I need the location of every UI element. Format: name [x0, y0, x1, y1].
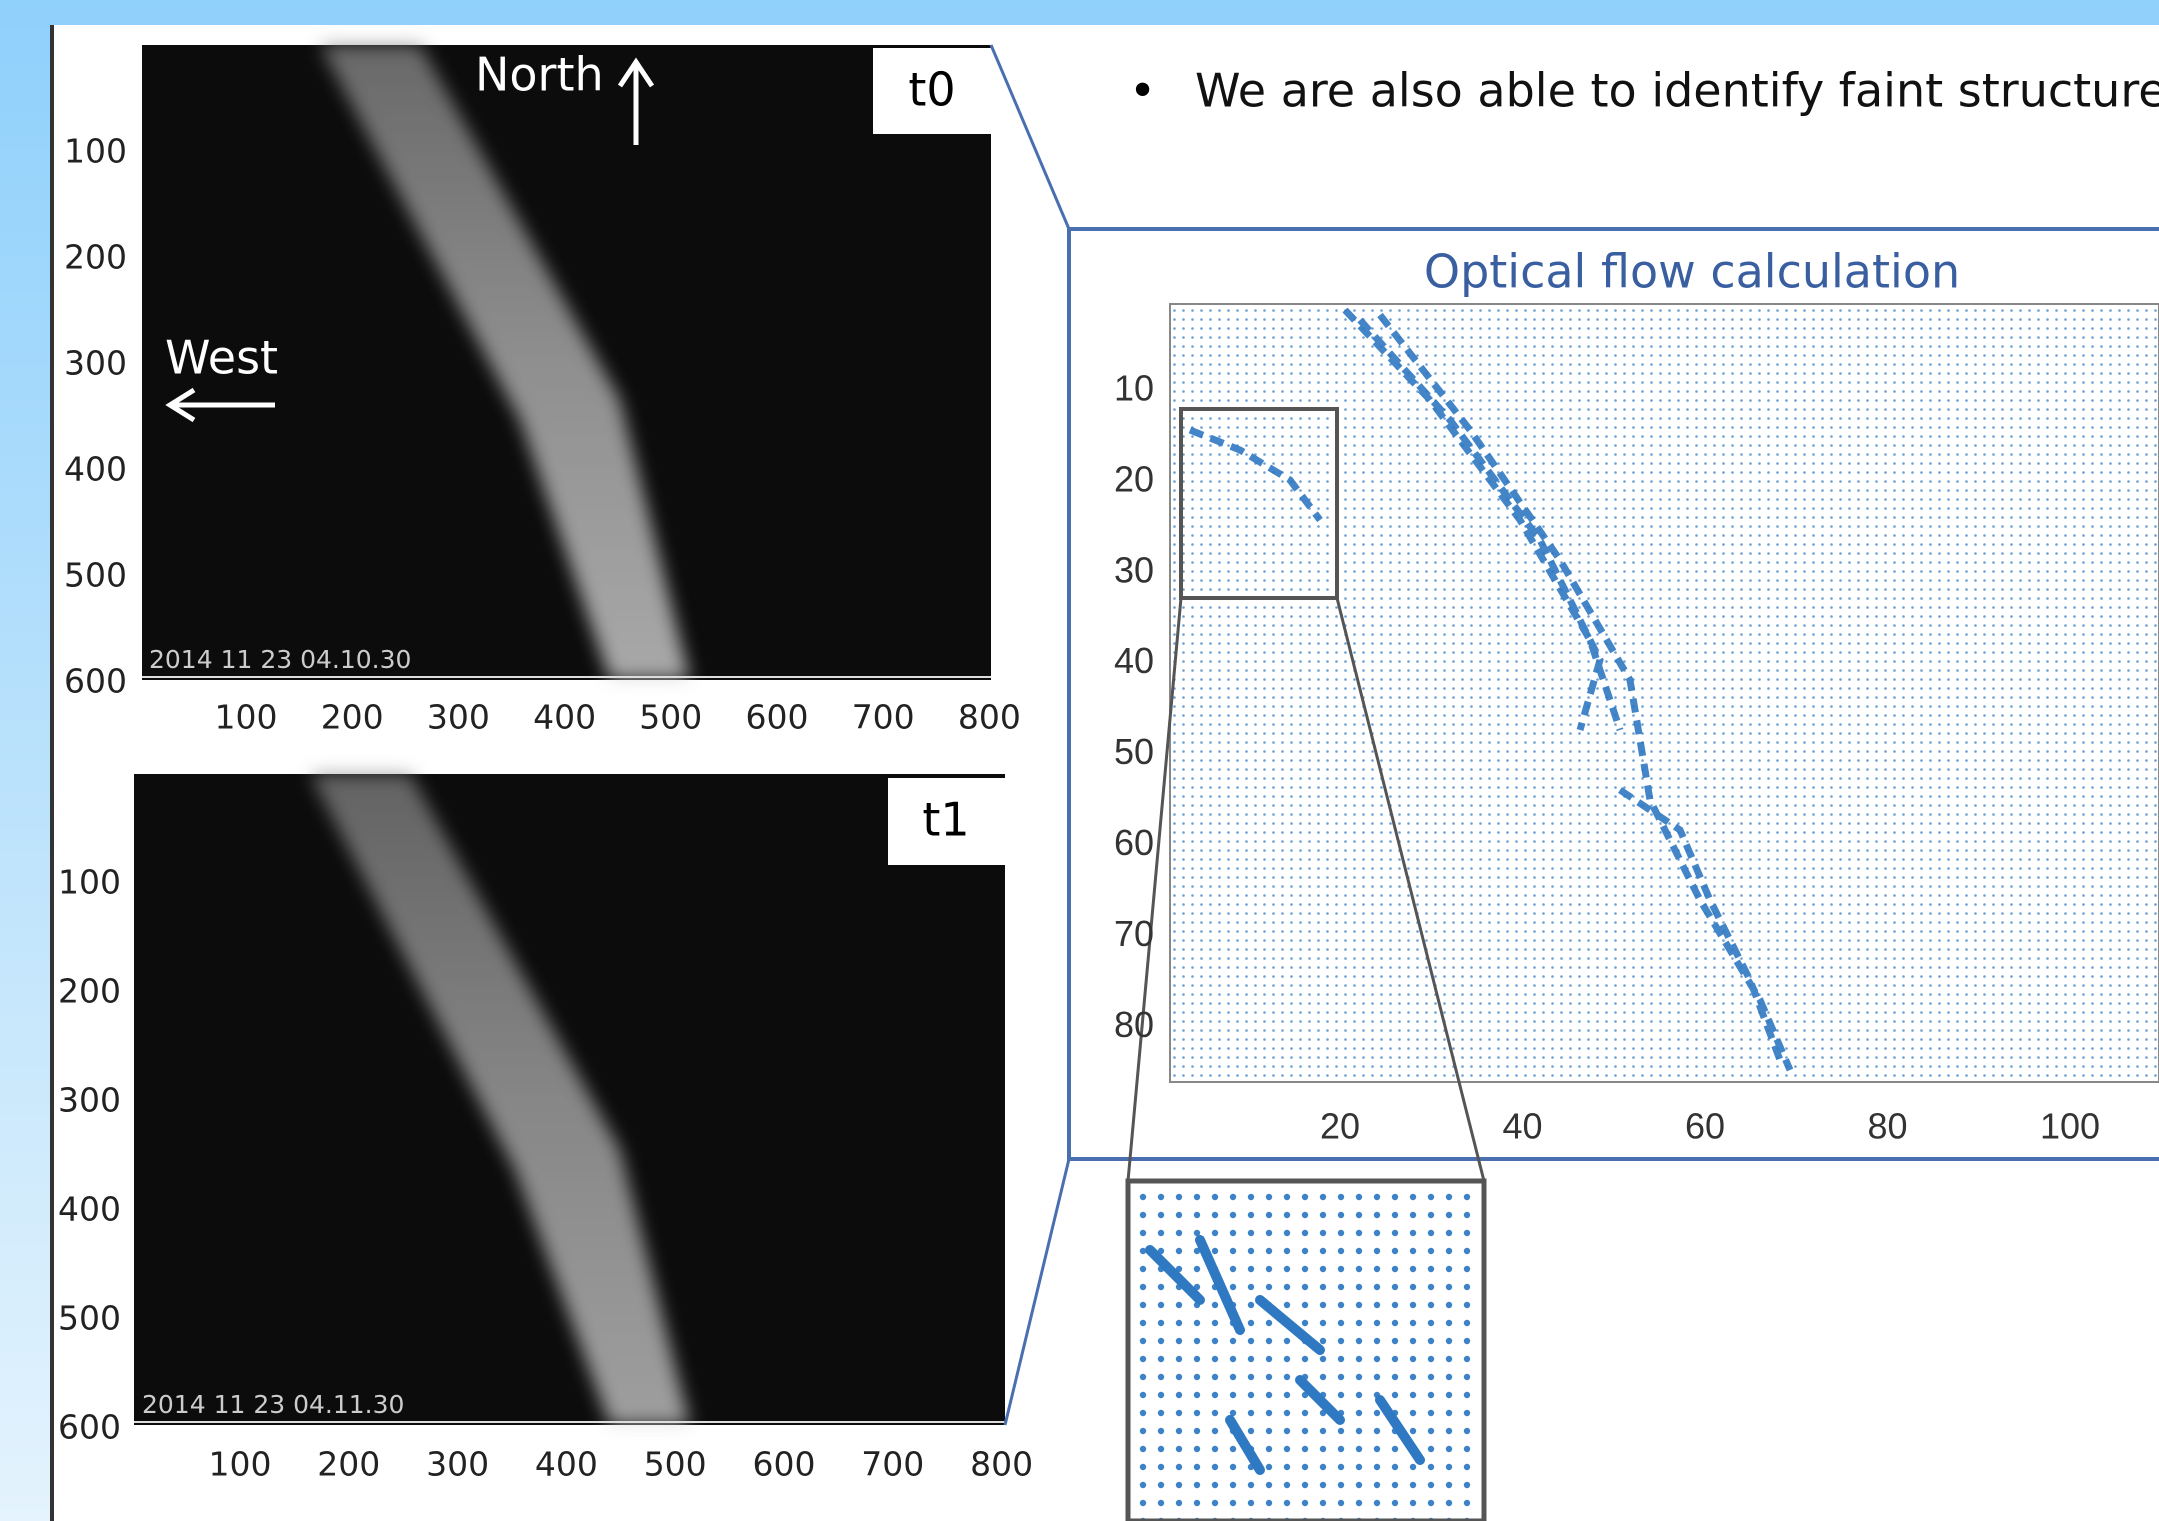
x-tick-label: 200 — [321, 698, 384, 737]
bullet-dot: • — [1129, 64, 1156, 118]
x-tick-label: 40 — [1502, 1106, 1542, 1147]
x-tick-label: 600 — [746, 698, 809, 737]
flow-panel: Optical flow calculation — [1067, 227, 2159, 1161]
x-tick-label: 60 — [1685, 1106, 1725, 1147]
x-tick-label: 20 — [1320, 1106, 1360, 1147]
y-tick-label: 600 — [64, 662, 127, 701]
x-tick-label: 100 — [2040, 1106, 2100, 1147]
x-tick-label: 700 — [852, 698, 915, 737]
y-tick-label: 80 — [1114, 1004, 1154, 1045]
tick-labels: 100 200 300 400 500 600 100 200 300 400 500 600 700 8… — [58, 132, 2100, 1484]
x-tick-label: 500 — [644, 1445, 707, 1484]
y-tick-label: 500 — [58, 1299, 121, 1338]
inset — [1125, 597, 1487, 1521]
x-tick-label: 300 — [427, 698, 490, 737]
north-label: North — [475, 48, 604, 102]
x-tick-label: 200 — [317, 1445, 380, 1484]
x-tick-label: 800 — [970, 1445, 1033, 1484]
x-tick-label: 100 — [209, 1445, 272, 1484]
y-tick-label: 20 — [1114, 458, 1154, 499]
x-tick-label: 800 — [958, 698, 1021, 737]
y-tick-label: 300 — [58, 1081, 121, 1120]
y-tick-label: 200 — [58, 972, 121, 1011]
y-tick-label: 100 — [58, 863, 121, 902]
bullet-text: We are also able to identify faint struc… — [1195, 64, 2159, 118]
y-tick-label: 400 — [58, 1190, 121, 1229]
y-tick-label: 500 — [64, 556, 127, 595]
west-label: West — [165, 331, 278, 385]
y-tick-label: 40 — [1114, 640, 1154, 681]
y-tick-label: 60 — [1114, 822, 1154, 863]
y-tick-label: 30 — [1114, 549, 1154, 590]
x-tick-label: 500 — [639, 698, 702, 737]
y-tick-label: 50 — [1114, 731, 1154, 772]
x-tick-label: 300 — [426, 1445, 489, 1484]
x-tick-label: 400 — [533, 698, 596, 737]
x-tick-label: 600 — [753, 1445, 816, 1484]
y-tick-label: 70 — [1114, 913, 1154, 954]
y-tick-label: 100 — [64, 132, 127, 171]
timestamp: 2014 11 23 04.10.30 — [149, 645, 411, 674]
y-tick-label: 200 — [64, 238, 127, 277]
flow-title: Optical flow calculation — [1424, 245, 1960, 299]
image-t0: t0 North West 2014 11 23 04.10.30 — [142, 45, 991, 680]
y-tick-label: 300 — [64, 344, 127, 383]
x-tick-label: 80 — [1867, 1106, 1907, 1147]
y-tick-label: 400 — [64, 450, 127, 489]
x-tick-label: 700 — [861, 1445, 924, 1484]
y-tick-label: 10 — [1114, 368, 1154, 409]
timestamp: 2014 11 23 04.11.30 — [142, 1390, 404, 1419]
panel-label: t1 — [922, 793, 969, 847]
panel-label: t0 — [908, 63, 955, 117]
x-tick-label: 400 — [535, 1445, 598, 1484]
x-tick-label: 100 — [215, 698, 278, 737]
image-t1: t1 2014 11 23 04.11.30 — [134, 774, 1005, 1425]
y-tick-label: 600 — [58, 1408, 121, 1447]
